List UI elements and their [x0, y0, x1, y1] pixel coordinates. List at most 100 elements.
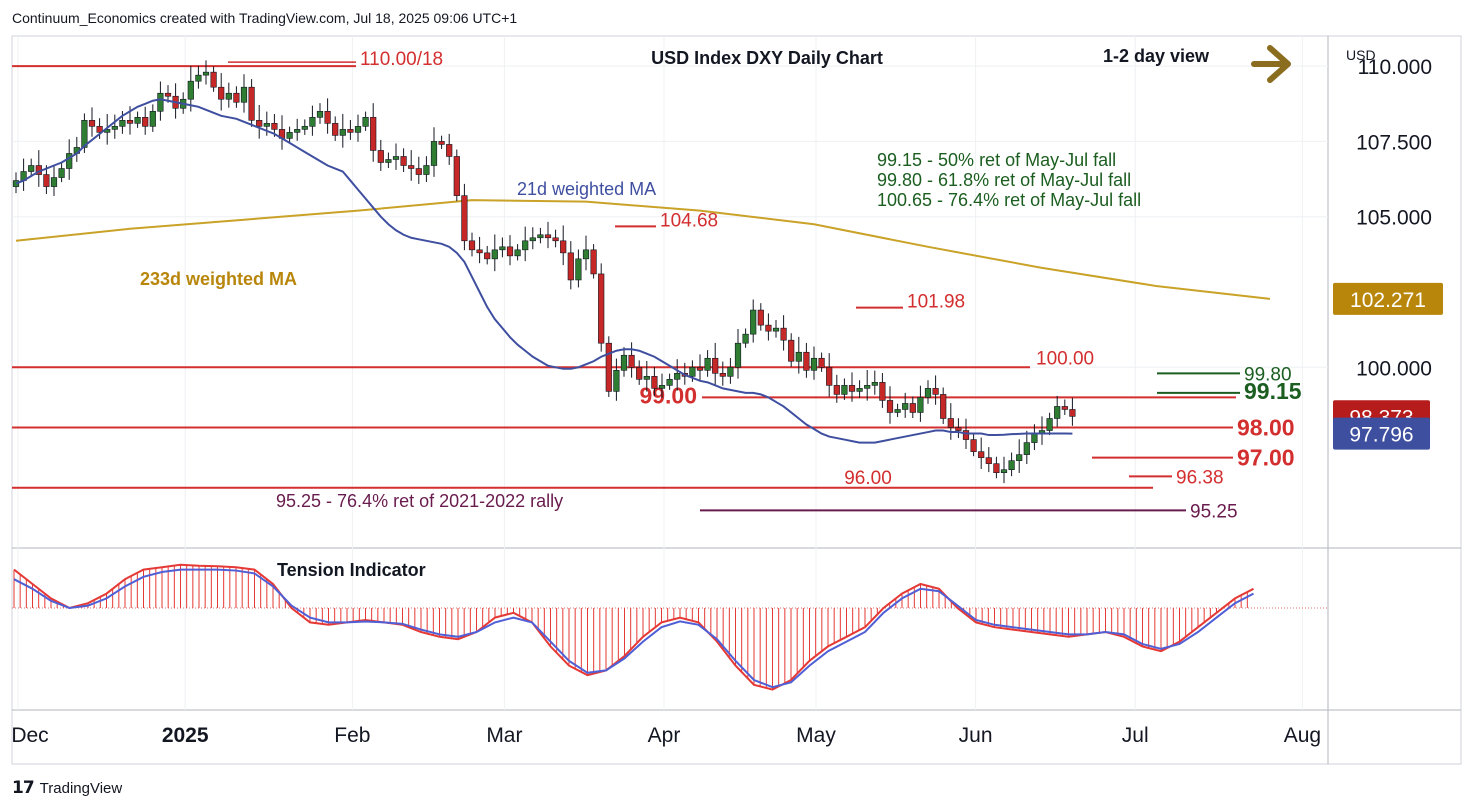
tradingview-logo-icon: 𝟭𝟳	[12, 778, 35, 797]
candle	[833, 374, 840, 403]
candle	[400, 148, 407, 173]
ma21-label: 21d weighted MA	[517, 179, 656, 199]
candle-body	[111, 126, 118, 130]
candle	[750, 299, 757, 343]
candle	[1038, 416, 1046, 445]
x-tick-label: Jun	[959, 724, 993, 747]
candle-body	[833, 385, 840, 395]
candle-body	[119, 120, 126, 127]
candle-body	[658, 385, 666, 389]
candle-body	[841, 385, 848, 395]
x-tick-label: 2025	[162, 724, 209, 747]
candle	[20, 158, 27, 191]
candle	[35, 150, 42, 187]
candle	[88, 107, 96, 137]
candle	[826, 353, 833, 397]
candle	[1069, 397, 1076, 426]
candle-body	[499, 246, 506, 251]
level-label: 96.00	[844, 468, 892, 489]
candle	[370, 103, 377, 162]
tension-red-line	[13, 563, 1254, 691]
level-label: 101.98	[907, 292, 965, 313]
ma21-price-tag-text: 97.796	[1349, 424, 1413, 447]
candle-body	[894, 409, 901, 413]
candle-body	[347, 129, 354, 133]
candle-body	[985, 457, 992, 464]
candle-body	[704, 357, 711, 371]
candle	[772, 320, 780, 338]
ma233-label: 233d weighted MA	[140, 269, 297, 289]
candle	[924, 380, 932, 404]
candle	[810, 346, 818, 380]
candle-body	[1054, 406, 1061, 419]
candle	[636, 360, 643, 385]
candle	[727, 357, 734, 384]
candle-body	[1000, 469, 1008, 474]
candle-body	[1046, 418, 1053, 431]
candle	[309, 105, 316, 136]
candle-body	[263, 123, 270, 127]
candle-body	[818, 357, 825, 368]
candle-body	[978, 451, 985, 458]
candle	[1016, 439, 1023, 473]
candle-body	[932, 388, 939, 395]
y-tick-label: 110.000	[1358, 56, 1432, 79]
candle-body	[666, 379, 673, 386]
candle	[886, 386, 894, 424]
candle-body	[924, 388, 932, 398]
view-label: 1-2 day view	[1103, 46, 1210, 66]
candle-body	[529, 237, 536, 242]
candle	[757, 303, 764, 331]
x-tick-label: Jul	[1122, 724, 1149, 747]
candle-body	[324, 110, 331, 124]
candle	[96, 118, 103, 139]
candle-body	[96, 126, 103, 133]
candle	[940, 387, 947, 425]
long-term-retracement-label: 95.25 - 76.4% ret of 2021-2022 rally	[276, 491, 563, 511]
candle	[73, 136, 80, 162]
candle	[256, 104, 263, 139]
candle-body	[772, 327, 780, 332]
candle-body	[886, 400, 894, 413]
candle	[66, 139, 73, 180]
candle	[506, 235, 514, 266]
candle	[111, 114, 118, 139]
candle	[453, 149, 460, 202]
level-label: 104.68	[660, 210, 718, 231]
candle-body	[848, 385, 856, 392]
ma21-line	[15, 98, 1073, 444]
y-tick-label: 105.000	[1356, 207, 1432, 230]
candle	[765, 313, 772, 341]
candle-body	[461, 195, 468, 242]
candle-body	[225, 92, 232, 100]
level-label: 99.00	[639, 382, 697, 408]
x-tick-label: Mar	[486, 724, 522, 747]
candle-body	[362, 117, 369, 127]
candle-body	[765, 324, 772, 332]
x-tick-label: Dec	[11, 724, 48, 747]
candle	[392, 143, 400, 170]
candle-body	[1023, 442, 1030, 455]
candle	[696, 354, 704, 381]
candle	[142, 106, 149, 135]
candle	[522, 226, 529, 262]
candle-body	[149, 110, 156, 127]
x-tick-label: Feb	[334, 724, 370, 747]
candle	[50, 165, 58, 196]
candle	[157, 81, 164, 121]
candle-body	[271, 123, 278, 130]
footer-brand[interactable]: 𝟭𝟳 TradingView	[12, 778, 122, 798]
candle	[947, 403, 954, 440]
candle-body	[947, 418, 954, 428]
attribution-text: Continuum_Economics created with Trading…	[12, 10, 518, 26]
candle	[362, 111, 369, 131]
candle-body	[126, 120, 134, 124]
footer-brand-label: TradingView	[39, 779, 123, 797]
chart-frame	[11, 35, 1462, 765]
candle-body	[301, 126, 308, 130]
candle-body	[134, 117, 141, 124]
candle-body	[316, 110, 324, 118]
candle-body	[879, 382, 886, 401]
candle	[149, 104, 156, 132]
level-label: 95.25	[1190, 501, 1238, 522]
